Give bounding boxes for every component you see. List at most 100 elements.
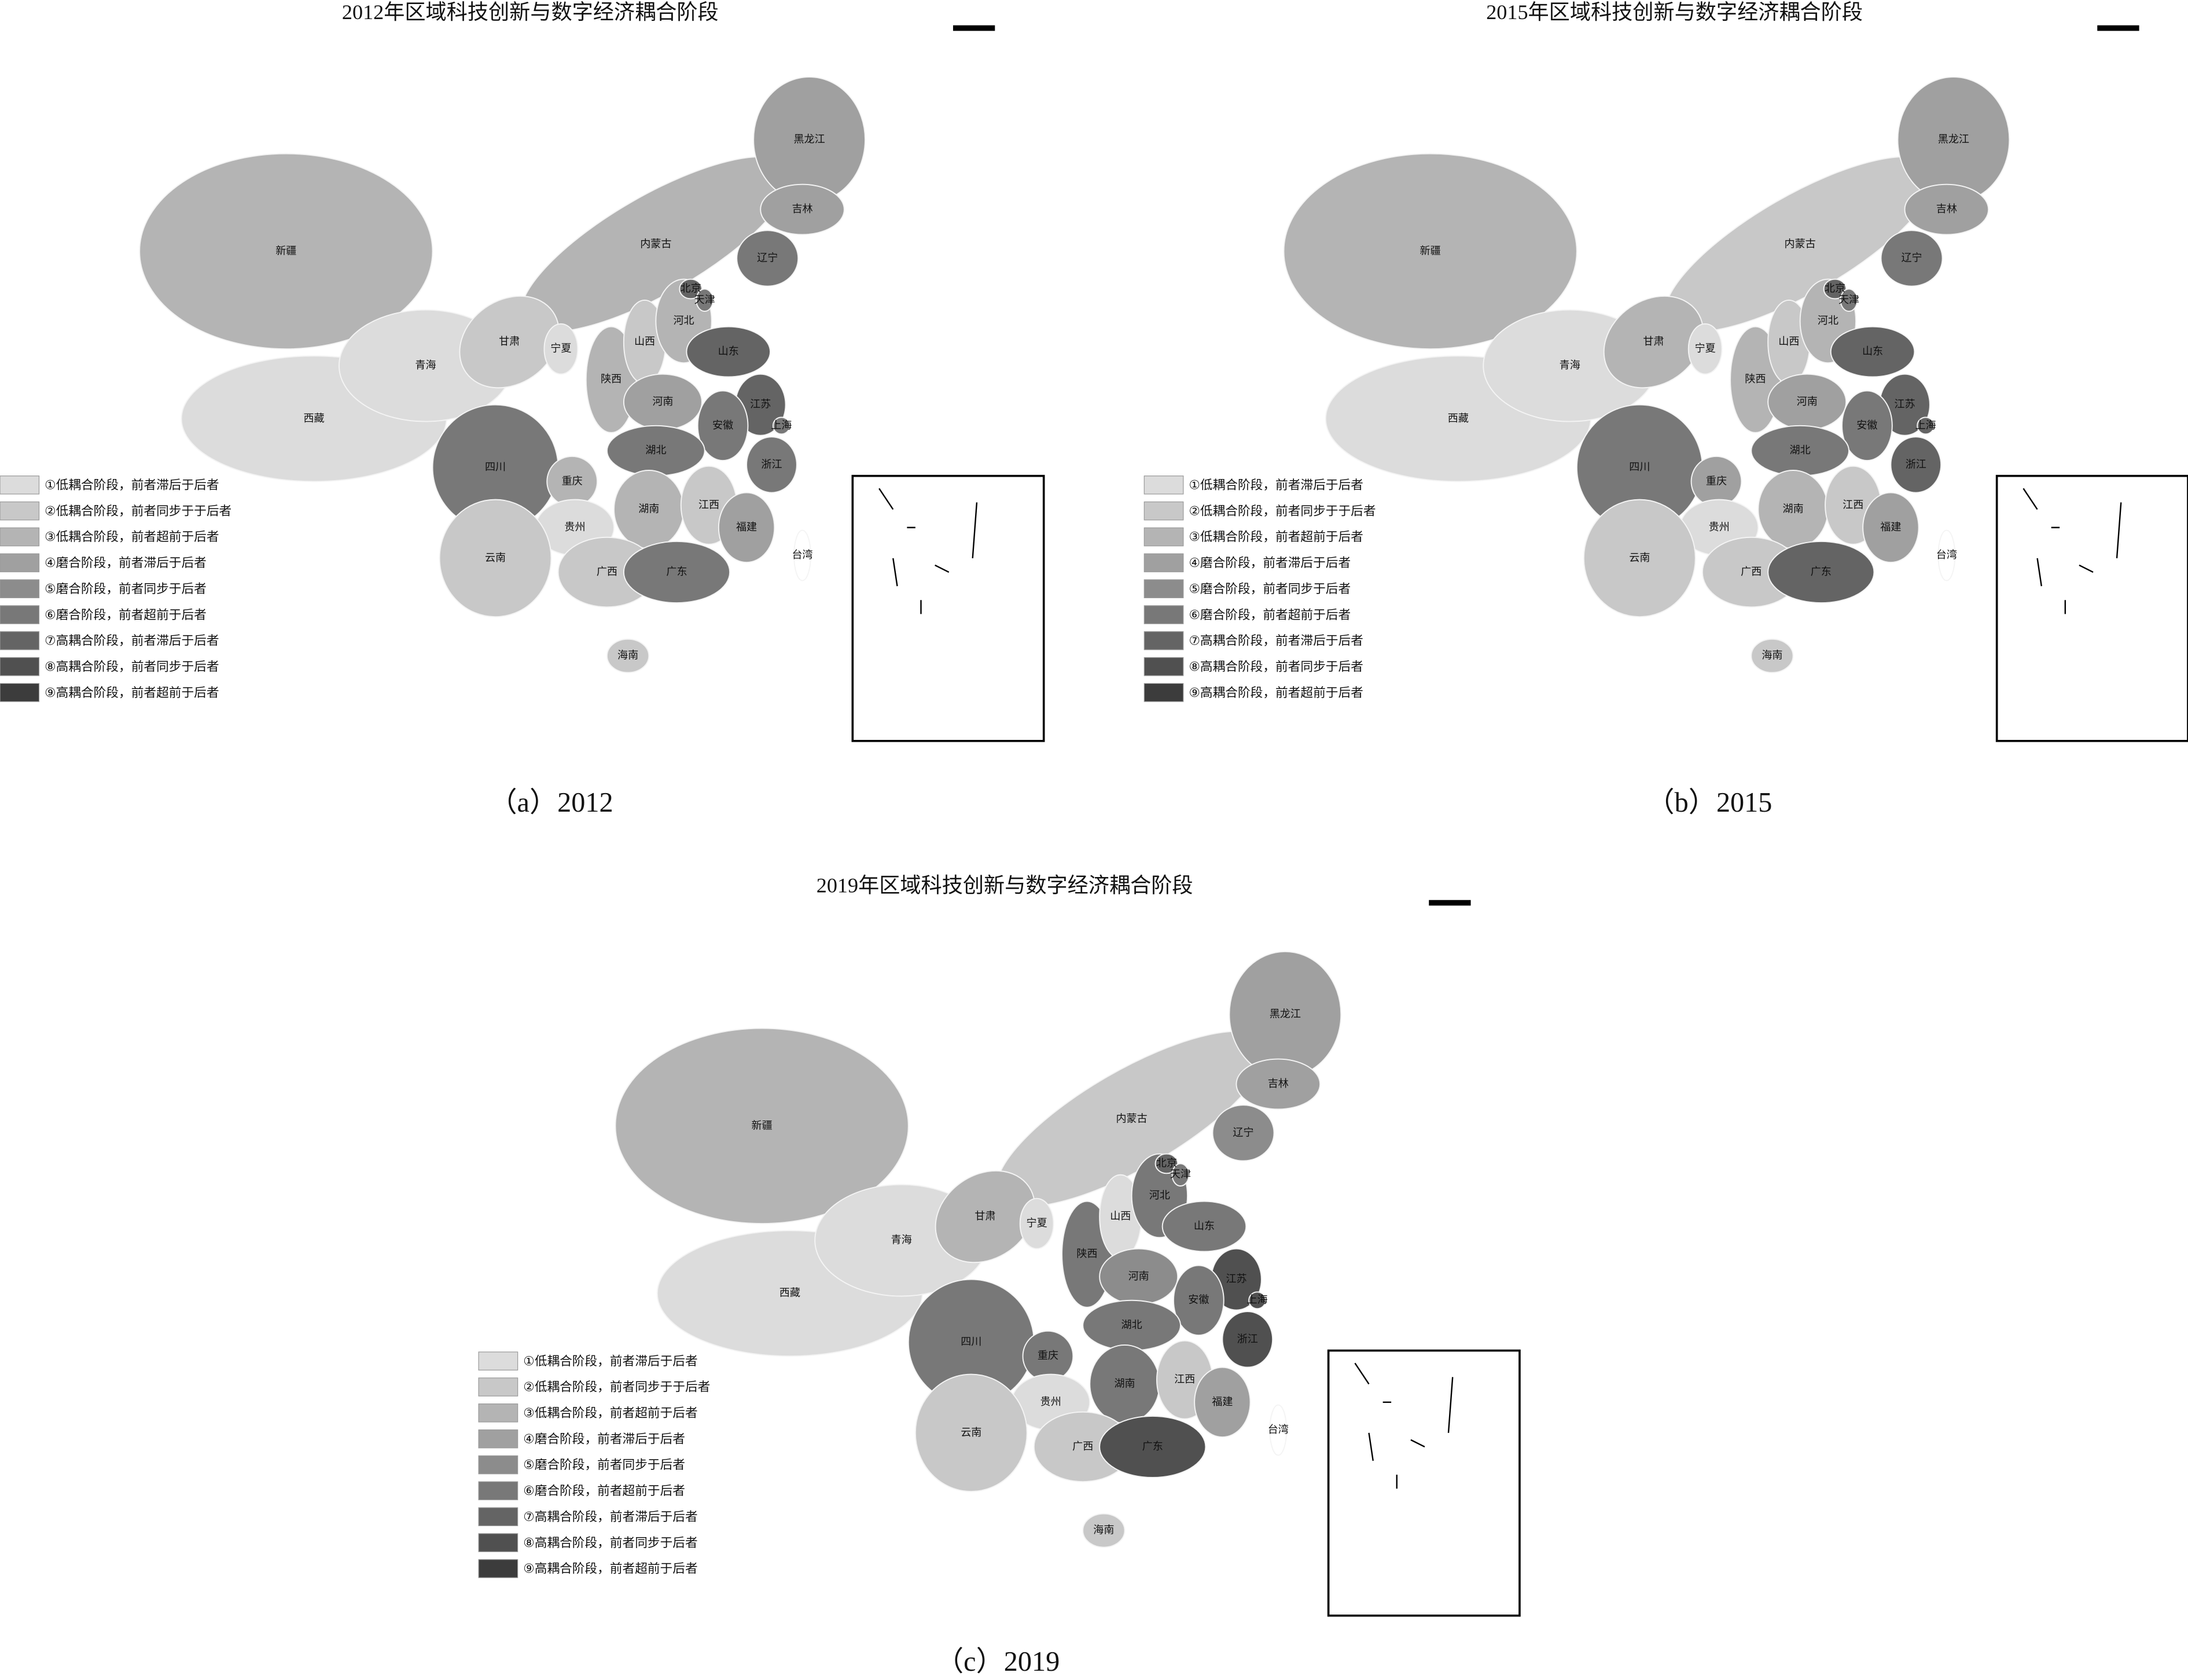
province-label: 贵州 (1709, 521, 1730, 533)
province (697, 390, 749, 462)
province-label: 广东 (1142, 1440, 1163, 1453)
province (914, 1373, 1028, 1493)
province (1603, 295, 1704, 389)
province (793, 529, 811, 581)
legend-swatch (0, 553, 40, 573)
legend-swatch (478, 1455, 518, 1475)
province-label: 山西 (1778, 336, 1799, 348)
province-label: 北京 (681, 283, 701, 295)
legend-label: ④磨合阶段，前者滞后于后者 (45, 556, 207, 570)
inset-islands (1354, 1362, 1454, 1489)
province (1248, 1291, 1267, 1310)
province-label: 新疆 (1420, 245, 1441, 257)
province-label: 湖南 (1783, 503, 1804, 515)
province (1082, 1513, 1126, 1548)
province-label: 安徽 (1188, 1294, 1209, 1306)
province-label: 山东 (718, 345, 739, 358)
province-label: 海南 (1093, 1524, 1114, 1537)
province-label: 河北 (1149, 1189, 1170, 1202)
province-label: 安徽 (712, 419, 733, 432)
province-label: 青海 (891, 1234, 912, 1246)
province-label: 上海 (1247, 1294, 1268, 1306)
legend-swatch (1143, 657, 1184, 676)
province-label: 福建 (1212, 1396, 1233, 1408)
province-label: 山东 (1862, 345, 1883, 358)
province-label: 浙江 (1237, 1333, 1258, 1345)
province-label: 云南 (1629, 552, 1650, 564)
province-label: 辽宁 (757, 252, 778, 264)
legend-swatch (478, 1481, 518, 1501)
province-label: 青海 (1560, 359, 1580, 371)
province-label: 辽宁 (1233, 1126, 1253, 1139)
province-label: 湖北 (645, 444, 666, 456)
legend-swatch (0, 683, 40, 702)
inset-islands (2022, 488, 2122, 614)
province-label: 浙江 (761, 458, 782, 470)
legend-swatch (1143, 553, 1184, 573)
legend-label: ②低耦合阶段，前者同步于于后者 (523, 1380, 710, 1395)
province (1171, 1163, 1190, 1187)
province (139, 153, 433, 350)
legend-swatch (478, 1377, 518, 1397)
province-label: 黑龙江 (793, 134, 825, 146)
province-label: 贵州 (564, 521, 585, 533)
province (1890, 436, 1942, 493)
province-label: 宁夏 (1695, 342, 1716, 355)
panel-title: 2012年区域科技创新与数字经济耦合阶段 (342, 1, 719, 24)
province (718, 492, 775, 563)
legend-label: ①低耦合阶段，前者滞后于后者 (45, 478, 219, 493)
province-label: 天津 (1170, 1169, 1191, 1181)
legend-swatch (478, 1507, 518, 1527)
province-label: 江苏 (1894, 399, 1915, 411)
province-label: 湖南 (638, 503, 659, 515)
province-label: 辽宁 (1901, 252, 1922, 264)
province (1583, 499, 1696, 618)
province-label: 甘肃 (1643, 336, 1664, 348)
panel-title: 2015年区域科技创新与数字经济耦合阶段 (1486, 1, 1863, 24)
province (1283, 153, 1577, 350)
legend-label: ⑥磨合阶段，前者超前于后者 (523, 1484, 685, 1498)
province (543, 323, 579, 375)
inset-box (1327, 1349, 1521, 1617)
legend-swatch (0, 501, 40, 521)
province-label: 福建 (1880, 521, 1901, 533)
province-label: 湖北 (1790, 444, 1811, 456)
legend-label: ①低耦合阶段，前者滞后于后者 (523, 1354, 697, 1369)
province-label: 内蒙古 (1785, 238, 1816, 250)
province (1222, 1311, 1274, 1368)
province-label: 台湾 (1936, 549, 1957, 561)
province-label: 山西 (1110, 1210, 1131, 1222)
province-label: 河北 (673, 315, 694, 327)
province-label: 吉林 (1268, 1078, 1289, 1090)
province-label: 甘肃 (499, 336, 520, 348)
province (1841, 390, 1893, 462)
province-label: 河南 (1128, 1270, 1149, 1283)
legend-label: ②低耦合阶段，前者同步于于后者 (45, 504, 231, 518)
province (606, 638, 650, 673)
province (1917, 417, 1935, 435)
legend-label: ⑨高耦合阶段，前者超前于后者 (1189, 686, 1363, 700)
legend-swatch (1143, 501, 1184, 521)
province-label: 北京 (1156, 1157, 1177, 1169)
province (1194, 1366, 1251, 1438)
province-label: 云南 (961, 1427, 981, 1439)
panel-title: 2019年区域科技创新与数字经济耦合阶段 (817, 874, 1193, 897)
province-label: 江西 (1843, 499, 1863, 511)
province-label: 台湾 (792, 549, 812, 561)
legend-swatch (1143, 605, 1184, 624)
province-label: 天津 (694, 294, 715, 306)
legend-label: ④磨合阶段，前者滞后于后者 (1189, 556, 1351, 570)
legend-swatch (478, 1559, 518, 1578)
legend-label: ③低耦合阶段，前者超前于后者 (1189, 530, 1363, 544)
province (746, 436, 797, 493)
inset-islands (878, 488, 978, 614)
legend-label: ⑦高耦合阶段，前者滞后于后者 (523, 1510, 697, 1524)
legend-swatch (1143, 683, 1184, 702)
legend-swatch (1143, 631, 1184, 650)
province-label: 安徽 (1856, 419, 1877, 432)
legend-label: ⑨高耦合阶段，前者超前于后者 (45, 686, 219, 700)
